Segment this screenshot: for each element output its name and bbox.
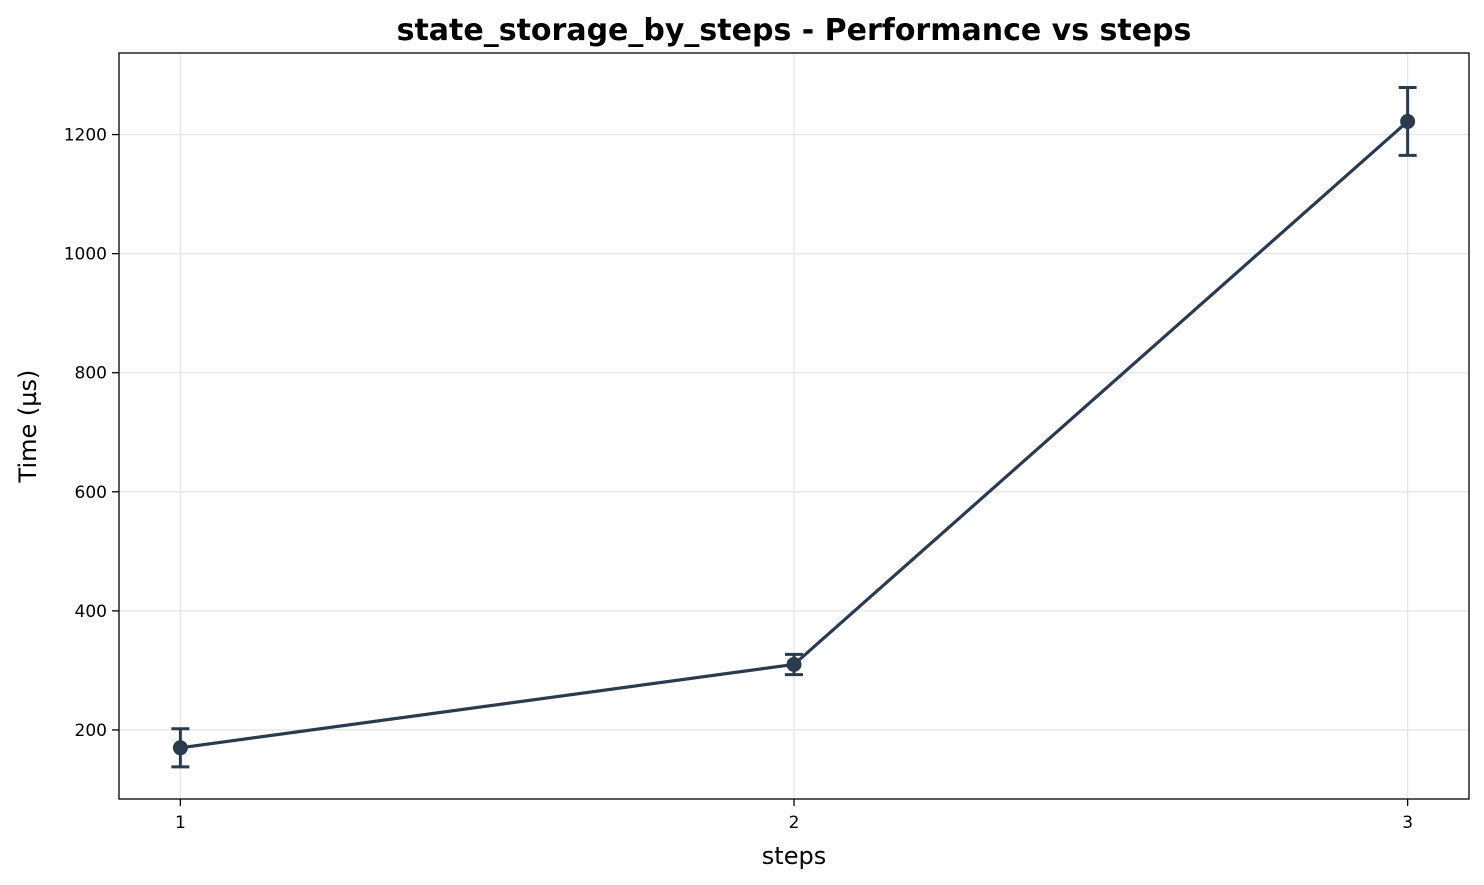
x-axis-label: steps [762,842,826,870]
data-point [172,740,188,756]
chart-title: state_storage_by_steps - Performance vs … [397,13,1192,48]
data-point [786,656,802,672]
x-tick-label: 1 [175,813,186,833]
y-tick-label: 1200 [64,126,107,146]
grid [119,53,1469,799]
x-axis: 1 2 3 [175,799,1413,833]
y-tick-label: 800 [75,364,107,384]
y-tick-label: 400 [75,602,107,622]
y-axis: 200 400 600 800 1000 1200 [64,126,119,741]
y-tick-label: 600 [75,483,107,503]
x-tick-label: 3 [1402,813,1413,833]
y-axis-label: Time (µs) [14,370,42,484]
y-tick-label: 1000 [64,245,107,265]
x-tick-label: 2 [789,813,800,833]
series-layer [171,86,1417,769]
data-point [1400,113,1416,129]
y-tick-label: 200 [75,721,107,741]
